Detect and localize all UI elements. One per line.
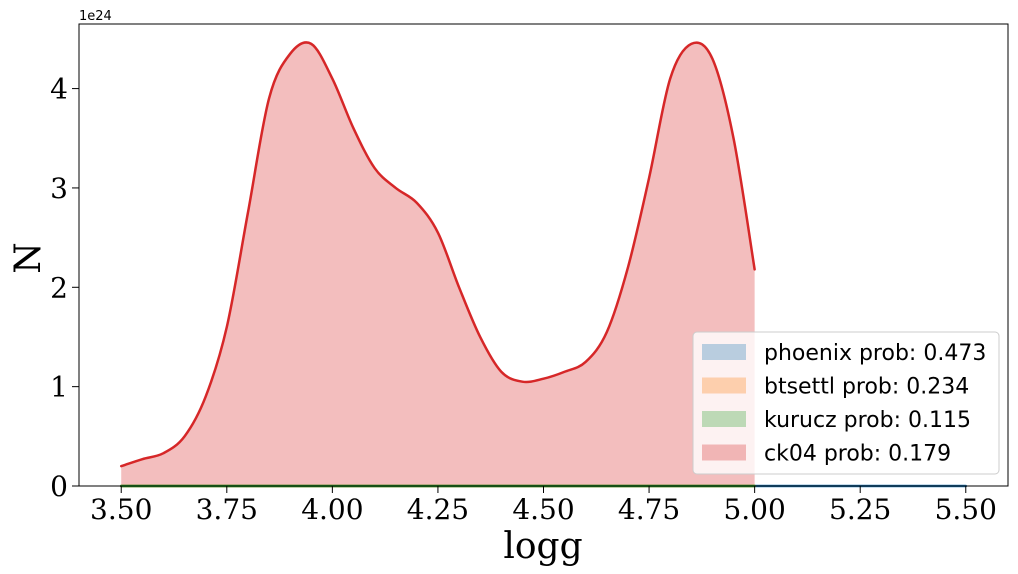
x-tick-label: 3.75 xyxy=(196,493,258,526)
x-tick-label: 4.75 xyxy=(618,493,680,526)
x-tick-label: 4.00 xyxy=(301,493,363,526)
y-tick-label: 3 xyxy=(50,172,68,205)
y-axis-title: N xyxy=(8,242,49,274)
legend: phoenix prob: 0.473 btsettl prob: 0.234 ku… xyxy=(692,331,1000,475)
series-fill-3 xyxy=(121,42,755,486)
x-tick-label: 3.50 xyxy=(90,493,152,526)
x-axis-title: logg xyxy=(503,526,582,567)
legend-swatch-1 xyxy=(702,377,746,394)
legend-swatch-0 xyxy=(702,344,746,360)
x-tick-label: 5.00 xyxy=(723,493,785,526)
y-axis-ticks: 0 1 2 3 4 xyxy=(50,73,79,503)
legend-label-2: kurucz prob: 0.115 xyxy=(764,408,971,433)
y-tick-label: 2 xyxy=(50,271,68,304)
x-tick-label: 5.50 xyxy=(935,493,997,526)
legend-label-0: phoenix prob: 0.473 xyxy=(764,341,986,366)
legend-swatch-3 xyxy=(702,444,746,461)
y-tick-label: 0 xyxy=(50,470,68,503)
series-fills xyxy=(121,42,755,486)
legend-swatch-2 xyxy=(702,411,746,427)
y-offset-label: 1e24 xyxy=(79,9,112,24)
legend-label-3: ck04 prob: 0.179 xyxy=(764,442,951,467)
x-tick-label: 4.25 xyxy=(407,493,469,526)
legend-label-1: btsettl prob: 0.234 xyxy=(764,375,969,400)
series-line-3 xyxy=(119,41,756,468)
x-tick-label: 5.25 xyxy=(829,493,891,526)
x-tick-label: 4.50 xyxy=(512,493,574,526)
legend-frame xyxy=(692,331,1000,475)
y-tick-label: 1 xyxy=(50,371,68,404)
x-axis-ticks: 3.50 3.75 4.00 4.25 4.50 4.75 5.00 5.25 5.50 xyxy=(90,486,997,526)
y-tick-label: 4 xyxy=(50,73,68,106)
